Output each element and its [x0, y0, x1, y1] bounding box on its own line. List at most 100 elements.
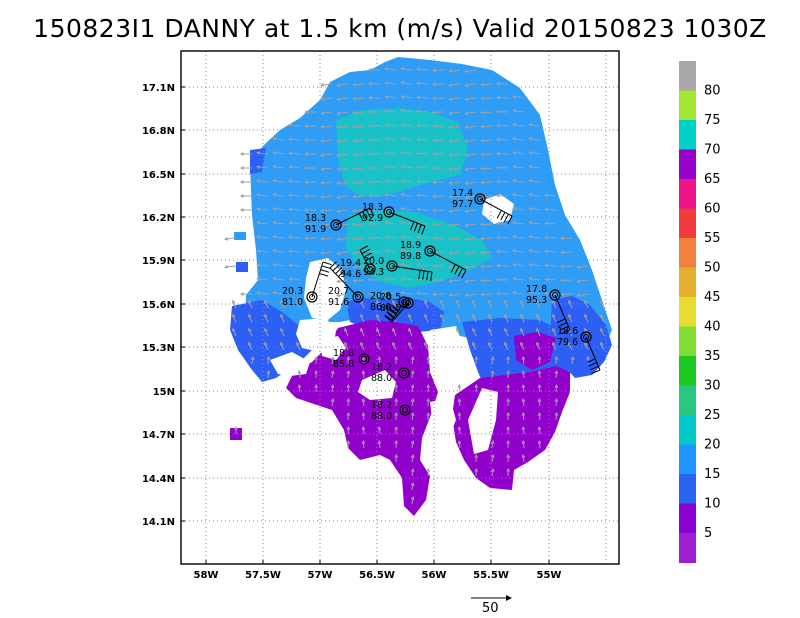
wind-vector-head-395: [330, 370, 335, 375]
wind-vector-62: [529, 123, 541, 127]
observation-label-bottom-10: 86.5: [380, 303, 401, 314]
wind-vector-head-44: [479, 110, 484, 115]
wind-vector-head-149: [431, 194, 436, 199]
wind-vector-head-33: [303, 110, 308, 114]
colorbar-swatch-12: [679, 385, 696, 416]
wind-vector-302: [392, 300, 397, 309]
wind-vector-head-366: [488, 341, 492, 346]
wind-vector-head-402: [506, 369, 511, 374]
wind-vector-head-19: [495, 81, 500, 86]
observation-label-bottom-9: 86.0: [370, 302, 391, 313]
wind-vector-head-418: [554, 383, 559, 388]
colorbar-swatch-14: [679, 444, 696, 475]
wind-vector-head-41: [431, 110, 436, 115]
wind-vector-head-86: [336, 153, 341, 158]
wind-vector-39: [401, 109, 413, 113]
wind-vector-head-434: [394, 411, 399, 416]
wind-vector-head-260: [367, 277, 372, 282]
wind-vector-333: [568, 314, 573, 323]
wind-vector-117: [529, 165, 541, 169]
wind-vector-head-351: [552, 327, 556, 332]
wind-vector-head-326: [456, 313, 460, 318]
wind-vector-214: [560, 237, 573, 240]
wind-vector-314: [584, 300, 589, 309]
colorbar-label-6: 55: [704, 231, 721, 246]
wind-vector-head-304: [424, 299, 428, 304]
wind-vector-head-171: [464, 209, 469, 214]
y-tick-label-4: 16.2N: [142, 213, 175, 224]
wind-vector-421: [362, 398, 365, 407]
wind-vector-head-312: [552, 299, 556, 304]
wind-barb-flag-1-1: [421, 225, 426, 235]
wind-barb-flag-3-2: [457, 267, 463, 277]
wind-vector-437: [458, 412, 461, 421]
observation-label-top-2: 18.3: [362, 202, 383, 213]
wind-vector-head-95: [479, 152, 484, 157]
wind-vector-361: [376, 342, 381, 351]
wind-vector-head-184: [400, 220, 405, 225]
wind-vector-head-193: [543, 221, 548, 226]
wind-vector-head-92: [431, 152, 436, 157]
wind-vector-293: [577, 293, 589, 296]
wind-vector-175: [257, 222, 269, 225]
wind-vector-head-436: [426, 411, 431, 416]
wind-vector-236: [257, 264, 269, 267]
wind-vector-93: [449, 153, 461, 156]
observation-marker-11: [549, 289, 561, 301]
wind-vector-head-222: [367, 249, 372, 254]
wind-vector-head-32: [512, 95, 517, 99]
observation-marker-inner-1: [333, 222, 339, 228]
wind-vector-head-278: [336, 293, 341, 298]
observation-label-top-9: 20.8: [370, 291, 391, 302]
wind-vector-head-285: [448, 293, 453, 297]
y-tick-label-1: 17.1N: [142, 83, 175, 94]
wind-vector-55: [416, 124, 429, 127]
wind-vector-head-4: [415, 67, 420, 72]
wind-vector-283: [416, 292, 429, 295]
wind-vector-144: [352, 195, 365, 198]
wind-vector-140: [289, 194, 301, 197]
wind-vector-head-214: [559, 236, 564, 241]
wind-vector-head-294: [232, 299, 236, 304]
wind-vector-124: [337, 181, 349, 185]
observation-marker-inner-4: [427, 248, 433, 254]
observations: 18.391.918.392.917.497.718.989.819.494.6…: [282, 188, 601, 422]
wind-vector-head-417: [537, 384, 542, 389]
wind-vector-head-340: [344, 327, 348, 332]
observation-marker-1: [330, 219, 342, 231]
wind-vector-83: [289, 152, 301, 155]
observation-label-top-8: 20.7: [328, 286, 349, 297]
wind-vector-385: [491, 357, 494, 365]
wind-vector-411: [411, 385, 414, 393]
wind-vector-head-350: [536, 327, 540, 332]
wind-vector-head-56: [431, 124, 436, 129]
wind-vector-head-89: [384, 151, 389, 155]
wind-vector-head-216: [272, 248, 277, 253]
wind-vector-301: [376, 300, 381, 309]
wind-vector-287: [480, 293, 493, 296]
wind-vector-334: [584, 314, 589, 323]
wind-vector-105: [337, 167, 349, 171]
wind-vector-255: [257, 278, 269, 281]
wind-vector-8: [321, 83, 333, 86]
wind-vector-head-28: [448, 97, 453, 101]
wind-vector-head-16: [448, 83, 453, 87]
wind-vector-408: [331, 385, 334, 393]
wind-vector-head-374: [250, 356, 255, 361]
wind-vector-17: [465, 83, 477, 87]
wind-vector-head-84: [303, 152, 308, 156]
wind-vector-205: [416, 236, 429, 239]
wind-vector-453: [362, 440, 365, 449]
wind-vector-head-334: [584, 313, 588, 318]
wind-vector-head-337: [248, 327, 252, 332]
wind-vector-70: [385, 138, 397, 141]
wind-vector-399: [411, 371, 414, 379]
colorbar-swatch-17: [679, 533, 696, 563]
wind-vector-309: [504, 300, 509, 309]
chart-title: 150823I1 DANNY at 1.5 km (m/s) Valid 201…: [33, 14, 767, 43]
wind-vector-34: [321, 111, 333, 114]
wind-vector-head-450: [521, 426, 526, 431]
wind-vector-head-35: [336, 111, 341, 116]
wind-vector-275: [257, 292, 269, 295]
wind-vector-head-112: [448, 167, 453, 171]
